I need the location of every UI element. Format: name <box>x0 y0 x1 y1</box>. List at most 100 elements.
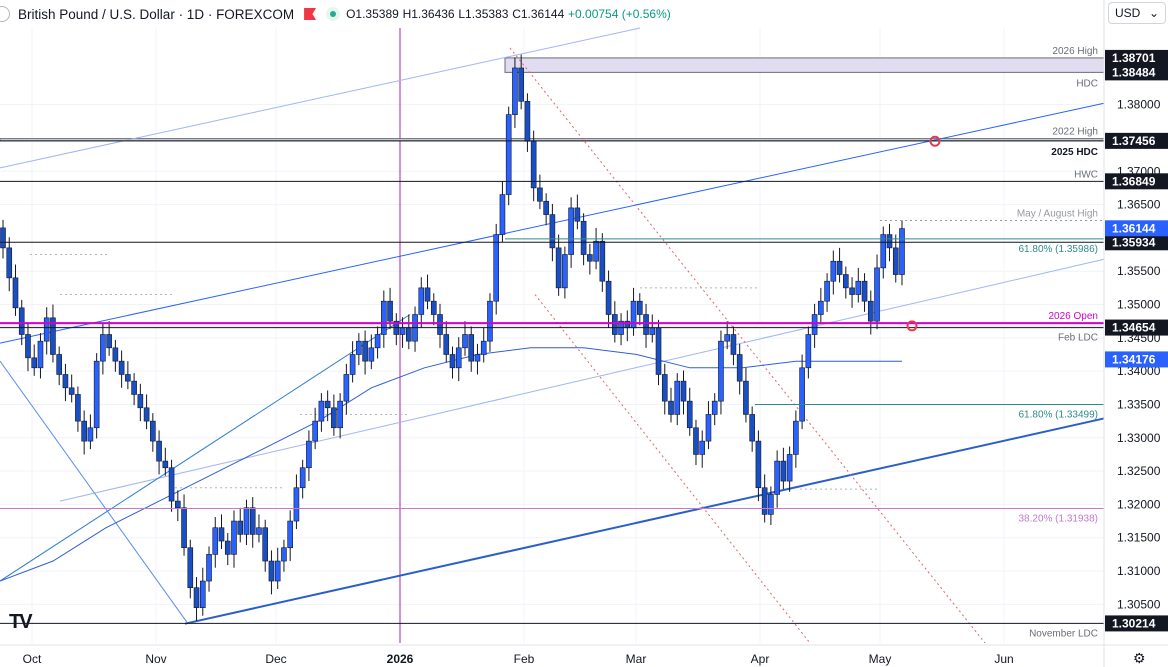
candle-body <box>68 387 75 395</box>
tradingview-logo[interactable]: TV <box>9 611 33 633</box>
candle-body <box>580 220 587 255</box>
candle-body <box>150 420 156 442</box>
candle-body <box>118 360 125 375</box>
x-tick-label: Dec <box>265 652 286 666</box>
candle-body <box>143 407 150 422</box>
candle-body <box>331 407 337 429</box>
candle-body <box>287 520 293 549</box>
price-tag <box>1105 64 1168 81</box>
marker-circle <box>929 135 941 147</box>
level-label: 2022 High <box>1052 127 1098 138</box>
market-status-icon[interactable] <box>326 7 341 21</box>
currency-selector[interactable]: USD ⌄ <box>1108 2 1166 24</box>
candle-body <box>699 440 706 455</box>
candle-body <box>362 340 368 362</box>
level-label: 61.80% (1.33499) <box>1018 410 1098 421</box>
candle-body <box>368 347 375 362</box>
level-label: Feb LDC <box>1058 333 1098 344</box>
candle-body <box>337 400 343 429</box>
candle-body <box>636 300 643 315</box>
candle-body <box>343 374 350 402</box>
candle-body <box>774 460 780 495</box>
candle-body <box>830 260 837 282</box>
candle-body <box>156 440 162 462</box>
candle-body <box>187 547 194 588</box>
level-label: HWC <box>1074 169 1098 180</box>
chevron-down-icon: ⌄ <box>1148 6 1159 20</box>
candle-body <box>268 560 275 582</box>
candle-body <box>256 527 262 535</box>
candle-body <box>661 374 668 402</box>
level-label: November LDC <box>1029 628 1098 639</box>
level-label: 61.80% (1.35986) <box>1018 244 1098 255</box>
price-tag <box>1105 49 1168 66</box>
price-tag <box>1105 234 1168 251</box>
candle-body <box>455 347 462 369</box>
candle-body <box>899 228 905 275</box>
candle-body <box>574 207 581 222</box>
candle-body <box>736 354 743 382</box>
y-tick-label: 1.35500 <box>1117 264 1161 278</box>
desc-channel-lower <box>534 294 811 644</box>
candle-body <box>349 354 356 375</box>
candle-body <box>462 334 468 349</box>
marker-circle <box>906 320 918 332</box>
price-tag <box>1105 615 1168 632</box>
ohlc-low: L1.35383 <box>458 7 509 21</box>
candle-body <box>761 487 768 515</box>
candle-body <box>237 520 244 535</box>
level-label: 2025 HDC <box>1051 147 1098 158</box>
symbol-logo-icon <box>0 6 10 22</box>
y-tick-label: 1.32500 <box>1117 464 1161 478</box>
x-tick-label: May <box>869 652 892 666</box>
candle-body <box>43 317 50 342</box>
price-axis[interactable]: 1.30500 1.31000 1.31500 1.32000 1.32500 1.330… <box>1103 0 1168 667</box>
candle-body <box>718 340 724 402</box>
price-tag <box>1105 319 1168 336</box>
candle-body <box>131 380 137 395</box>
candle-body <box>499 194 506 235</box>
candle-body <box>811 314 818 335</box>
candle-body <box>387 300 393 322</box>
candle-body <box>405 327 412 342</box>
time-axis[interactable]: Oct Nov Dec 2026 Feb Mar Apr May Jun <box>0 644 1168 666</box>
candle-body <box>805 334 812 369</box>
level-label: 2026 High <box>1052 46 1098 57</box>
candle-body <box>643 314 649 335</box>
y-tick-label: 1.35000 <box>1117 298 1161 312</box>
gear-icon[interactable]: ⚙ <box>1133 650 1146 666</box>
candle-body <box>493 234 500 302</box>
candle-body <box>487 300 493 342</box>
flag-icon[interactable] <box>304 8 317 20</box>
level-label: 38.20% (1.31938) <box>1018 514 1098 525</box>
candle-body <box>705 414 712 442</box>
candle-body <box>668 400 674 415</box>
candle-body <box>168 467 175 502</box>
x-tick-label: Mar <box>626 652 647 666</box>
price-tag <box>1105 220 1168 237</box>
x-tick-label: Apr <box>751 652 770 666</box>
candle-body <box>31 357 38 369</box>
candle-body <box>605 280 612 315</box>
symbol-title[interactable]: British Pound / U.S. Dollar · 1D · FOREX… <box>18 6 295 22</box>
candle-body <box>755 440 762 489</box>
candle-body <box>81 420 87 442</box>
price-tag-label: 1.36144 <box>1112 221 1156 235</box>
candle-body <box>224 540 231 555</box>
candle-body <box>324 400 331 409</box>
candle-body <box>318 400 325 422</box>
candle-body <box>100 334 106 362</box>
candle-body <box>587 254 593 262</box>
candle-body <box>37 340 44 369</box>
channel-top-line <box>0 27 641 169</box>
candle-body <box>199 580 206 608</box>
candle-body <box>543 200 549 215</box>
price-tag-label: 1.36849 <box>1112 174 1156 188</box>
level-label: May / August High <box>1017 209 1098 220</box>
currency-value: USD <box>1115 6 1141 20</box>
candle-body <box>468 334 475 362</box>
y-tick-label: 1.33500 <box>1117 397 1161 411</box>
candle-body <box>562 254 568 289</box>
candle-body <box>474 354 481 362</box>
